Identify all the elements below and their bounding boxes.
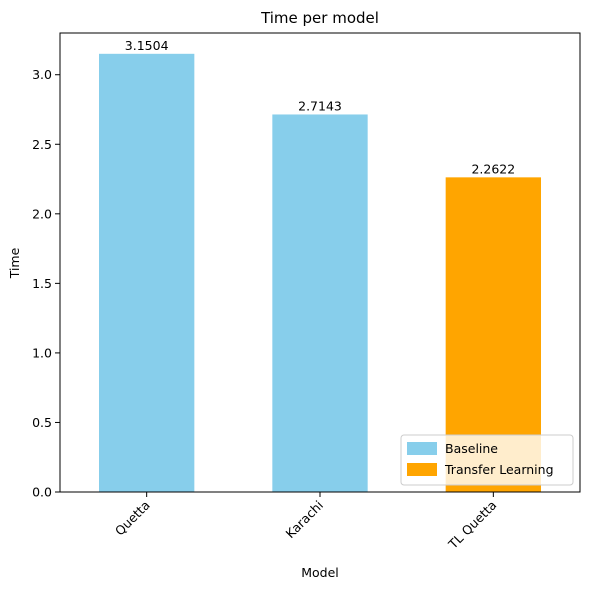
legend-box xyxy=(400,434,574,486)
y-tick-label: 1.5 xyxy=(32,276,52,291)
x-tick-label: TL Quetta xyxy=(445,498,500,553)
y-tick-label: 0.5 xyxy=(32,415,52,430)
data-label: 3.1504 xyxy=(125,38,169,53)
legend-swatch xyxy=(407,442,437,455)
legend: Baseline Transfer Learning xyxy=(400,434,574,486)
data-label: 2.7143 xyxy=(298,98,342,113)
y-tick-label: 0.0 xyxy=(32,485,52,500)
legend-swatch xyxy=(407,463,437,476)
bars-group xyxy=(99,53,541,493)
legend-label: Transfer Learning xyxy=(444,462,554,477)
bar-quetta xyxy=(99,53,195,493)
x-axis: Quetta Karachi TL Quetta xyxy=(112,492,500,553)
y-axis-label: Time xyxy=(7,247,22,279)
bar-karachi xyxy=(272,114,368,492)
x-tick-label: Quetta xyxy=(112,498,153,539)
data-label: 2.2622 xyxy=(471,161,515,176)
data-labels-group: 3.1504 2.7143 2.2622 xyxy=(125,38,515,177)
y-tick-label: 1.0 xyxy=(32,345,52,360)
y-tick-label: 2.5 xyxy=(32,137,52,152)
y-axis: 0.0 0.5 1.0 1.5 2.0 2.5 3.0 xyxy=(32,67,60,500)
y-tick-label: 2.0 xyxy=(32,206,52,221)
x-tick-label: Karachi xyxy=(282,498,326,542)
legend-label: Baseline xyxy=(445,441,498,456)
y-tick-label: 3.0 xyxy=(32,67,52,82)
chart-title: Time per model xyxy=(260,9,379,27)
plot-frame xyxy=(59,32,581,493)
x-axis-label: Model xyxy=(301,565,339,580)
